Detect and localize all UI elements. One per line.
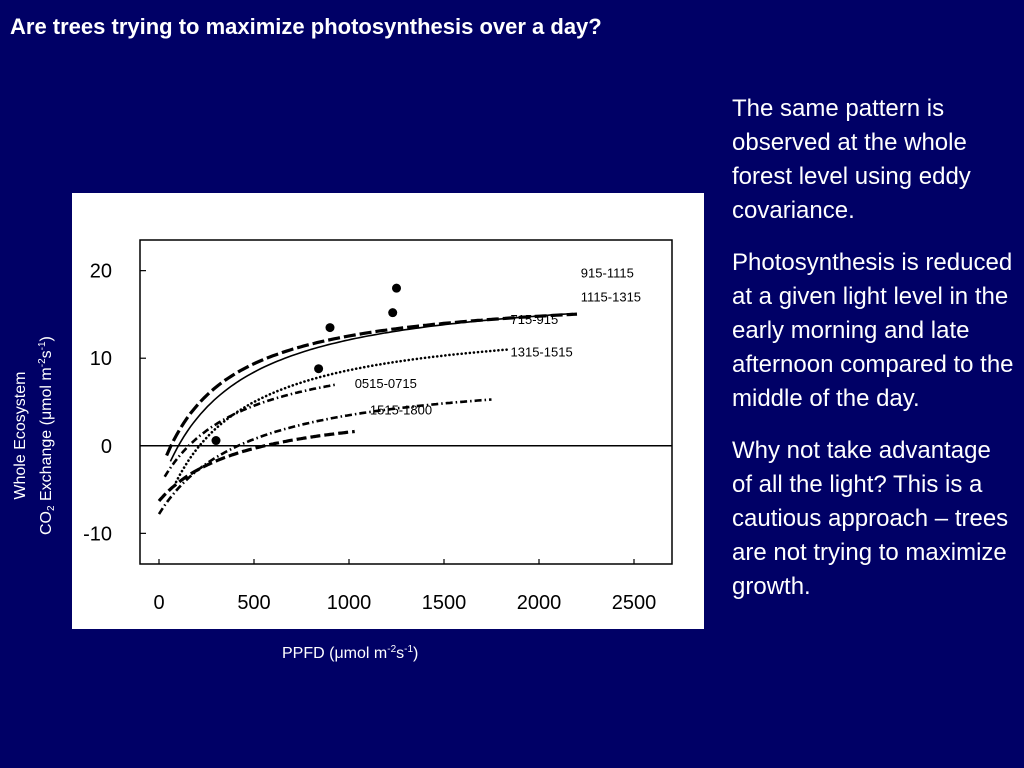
x-axis-label: PPFD (μmol m-2s-1) [282,644,419,662]
series-line-1515-1800 [157,429,355,503]
series-label-0515-0715: 0515-0715 [355,376,417,391]
series-marker-1315-1515 [314,364,324,374]
series-line-1315-1515 [157,398,492,515]
slide-title: Are trees trying to maximize photosynthe… [10,14,602,39]
light-response-chart: 0 500 1000 1500 2000 2500 -10 0 10 20 915-1115 1115… [83,239,673,614]
y-axis-label-line2: CO2 Exchange (μmol m-2s-1) [37,336,57,535]
series-label-1315-1515: 1315-1515 [511,344,573,359]
series-marker-1115-1315 [388,308,398,318]
y-tick-label: 10 [90,348,112,370]
y-axis-label-line1: Whole Ecosystem [12,371,29,500]
side-text: The same pattern is observed at the whol… [732,92,1017,622]
x-tick-label: 1500 [422,592,467,614]
x-tick-label: 0 [153,592,164,614]
x-tick-label: 2500 [612,592,657,614]
series-marker-0515-0715 [211,436,221,446]
series-line-1115-1315 [165,312,578,457]
series-marker-715-915 [325,323,335,333]
chart-panel: 0 500 1000 1500 2000 2500 -10 0 10 20 915-1115 1115… [72,193,704,629]
y-axis-label: Whole Ecosystem CO2 Exchange (μmol m-2s-… [10,336,63,535]
paragraph-3: Why not take advantage of all the light?… [732,437,1009,600]
series-label-1515-1800: 1515-1800 [370,402,432,417]
x-tick-label: 500 [237,592,270,614]
series-line-715-915 [174,348,512,484]
y-tick-label: -10 [83,523,112,545]
series-label-715-915: 715-915 [511,312,559,327]
x-tick-label: 1000 [327,592,372,614]
x-tick-label: 2000 [517,592,562,614]
paragraph-1: The same pattern is observed at the whol… [732,95,971,224]
series-label-1115-1315: 1115-1315 [581,289,641,304]
plot-frame [139,239,673,565]
series-label-915-1115: 915-1115 [581,266,634,281]
y-tick-label: 0 [101,436,112,458]
series-marker-915-1115 [392,283,401,293]
series-line-0515-0715 [163,383,336,478]
paragraph-2: Photosynthesis is reduced at a given lig… [732,249,1014,412]
y-tick-label: 20 [90,261,112,283]
